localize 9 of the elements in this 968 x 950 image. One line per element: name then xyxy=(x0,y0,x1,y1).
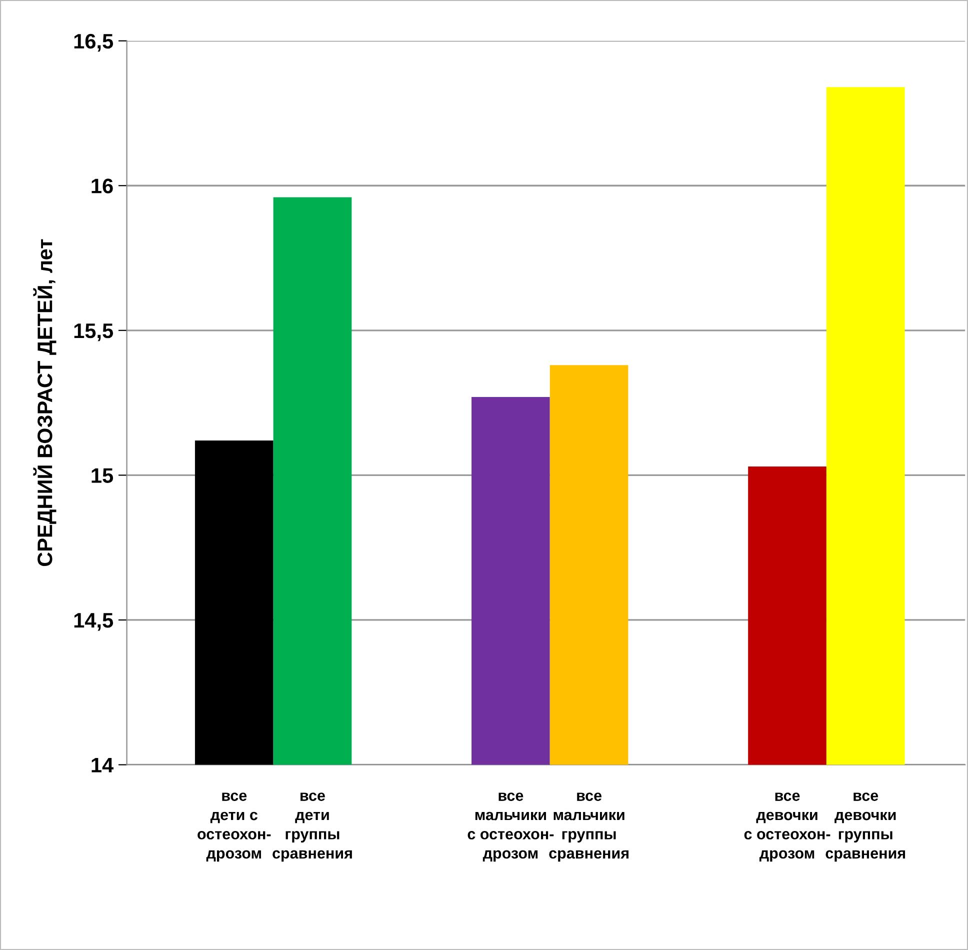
y-tick-label: 14,5 xyxy=(74,613,114,631)
x-tick-label: все дети с остеохон- дрозом xyxy=(198,792,271,862)
x-tick-label: все дети группы сравнения xyxy=(272,792,352,862)
y-tick-label: 16 xyxy=(92,178,113,194)
y-tick-label: 14 xyxy=(92,758,114,772)
y-tick-label: 16,5 xyxy=(74,34,114,52)
y-axis-title: СРЕДНИЙ ВОЗРАСТ ДЕТЕЙ, лет xyxy=(33,239,56,566)
y-tick-label: 15,5 xyxy=(74,324,114,342)
y-tick-label: 15 xyxy=(92,468,114,483)
